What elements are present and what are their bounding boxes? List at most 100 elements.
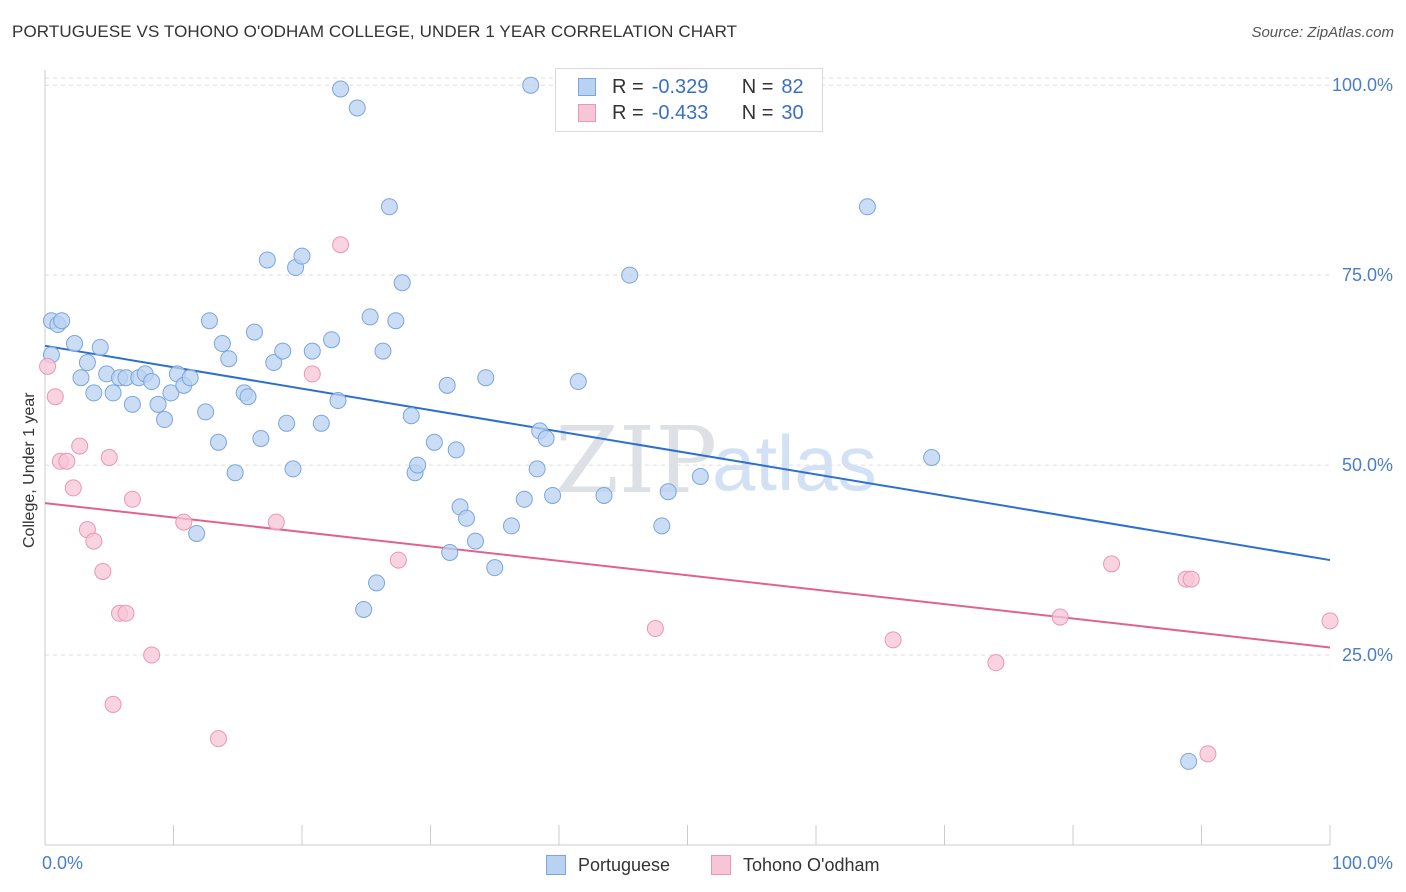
legend-row-tohono: R = -0.433 N = 30 <box>578 100 804 126</box>
tohono-point <box>117 604 135 622</box>
portuguese-point <box>387 312 405 330</box>
portuguese-point <box>502 517 520 535</box>
tohono-point <box>389 551 407 569</box>
portuguese-point <box>156 411 174 429</box>
portuguese-point <box>265 354 283 372</box>
y-tick-label: 75.0% <box>1342 265 1393 285</box>
portuguese-point <box>143 373 161 391</box>
portuguese-point <box>659 483 677 501</box>
legend-r-label: R = <box>612 101 644 124</box>
portuguese-point <box>188 524 206 542</box>
tohono-point <box>884 631 902 649</box>
tohono-point <box>94 562 112 580</box>
legend-r-label: R = <box>612 75 644 98</box>
watermark: ZIP atlas <box>555 407 877 514</box>
portuguese-point <box>858 198 876 216</box>
portuguese-point <box>409 456 427 474</box>
portuguese-point <box>258 251 276 269</box>
portuguese-point <box>200 312 218 330</box>
portuguese-point <box>85 384 103 402</box>
data-points <box>39 76 1339 770</box>
tohono-point <box>332 236 350 254</box>
portuguese-point <box>595 486 613 504</box>
portuguese-point <box>323 331 341 349</box>
legend-n-value: 82 <box>781 75 804 98</box>
tohono-point <box>39 357 57 375</box>
tohono-point <box>104 695 122 713</box>
watermark-atlas: atlas <box>712 419 877 507</box>
portuguese-point <box>653 517 671 535</box>
portuguese-point <box>425 433 443 451</box>
legend-row-portuguese: R = -0.329 N = 82 <box>578 74 804 100</box>
portuguese-point <box>477 369 495 387</box>
tohono-point <box>1103 555 1121 573</box>
portuguese-point <box>197 403 215 421</box>
portuguese-trend-line <box>44 344 1331 562</box>
tohono-point <box>46 388 64 406</box>
tohono-point <box>987 654 1005 672</box>
portuguese-point <box>393 274 411 292</box>
legend-r-value: -0.433 <box>651 101 709 124</box>
legend-n-label: N = <box>741 101 774 124</box>
axes <box>44 70 1331 846</box>
portuguese-point <box>329 392 347 410</box>
portuguese-point <box>332 80 350 98</box>
portuguese-point <box>181 369 199 387</box>
portuguese-point <box>209 433 227 451</box>
y-tick-label: 50.0% <box>1342 455 1393 475</box>
portuguese-point <box>303 342 321 360</box>
tohono-point <box>58 452 76 470</box>
portuguese-point <box>162 384 180 402</box>
y-tick-label: 25.0% <box>1342 645 1393 665</box>
tick-labels: 25.0% 50.0% 75.0% 100.0% 0.0% 100.0% <box>42 75 1393 873</box>
tohono-point <box>646 619 664 637</box>
y-axis-title: College, Under 1 year <box>21 392 38 548</box>
portuguese-point <box>91 338 109 356</box>
portuguese-point <box>515 490 533 508</box>
bottom-legend-label: Portuguese <box>578 854 671 875</box>
portuguese-point <box>923 449 941 466</box>
legend-r-value: -0.329 <box>651 75 709 98</box>
portuguese-point <box>348 99 366 117</box>
bottom-legend-tohono: Tohono O'odham <box>711 852 880 878</box>
tohono-point <box>267 513 285 531</box>
portuguese-point <box>528 460 546 478</box>
tohono-point <box>209 730 227 748</box>
legend-swatch-blue <box>578 78 596 96</box>
portuguese-point <box>361 308 379 326</box>
portuguese-point <box>522 76 540 94</box>
portuguese-point <box>72 369 90 387</box>
portuguese-point <box>402 407 420 425</box>
stats-legend: R = -0.329 N = 82 R = -0.433 N = 30 <box>555 68 823 132</box>
tohono-point <box>71 437 89 455</box>
tohono-point <box>175 513 193 531</box>
legend-n-value: 30 <box>781 101 804 124</box>
portuguese-point <box>104 384 122 402</box>
tohono-point <box>143 646 161 664</box>
bottom-legend-portuguese: Portuguese <box>546 852 670 878</box>
portuguese-point <box>220 350 238 368</box>
portuguese-point <box>368 574 386 592</box>
x-tick-label: 100.0% <box>1332 853 1393 873</box>
portuguese-point <box>441 543 459 561</box>
portuguese-point <box>293 247 311 265</box>
portuguese-point <box>284 460 302 478</box>
portuguese-point <box>213 335 231 353</box>
portuguese-point <box>53 312 71 330</box>
tohono-trend-line <box>44 502 1331 649</box>
portuguese-point <box>438 376 456 394</box>
y-tick-label: 100.0% <box>1332 75 1393 95</box>
portuguese-point <box>486 559 504 577</box>
tohono-point <box>64 479 82 497</box>
tohono-point <box>1051 608 1069 626</box>
tohono-point <box>100 449 118 466</box>
portuguese-point <box>66 335 84 353</box>
tohono-point <box>1199 745 1217 763</box>
watermark-zip: ZIP <box>555 407 717 514</box>
bottom-legend-swatch-blue <box>546 855 566 875</box>
chart-title: PORTUGUESE VS TOHONO O'ODHAM COLLEGE, UN… <box>12 22 738 41</box>
tohono-point <box>85 532 103 550</box>
gridlines <box>45 77 1330 656</box>
portuguese-point <box>380 198 398 216</box>
